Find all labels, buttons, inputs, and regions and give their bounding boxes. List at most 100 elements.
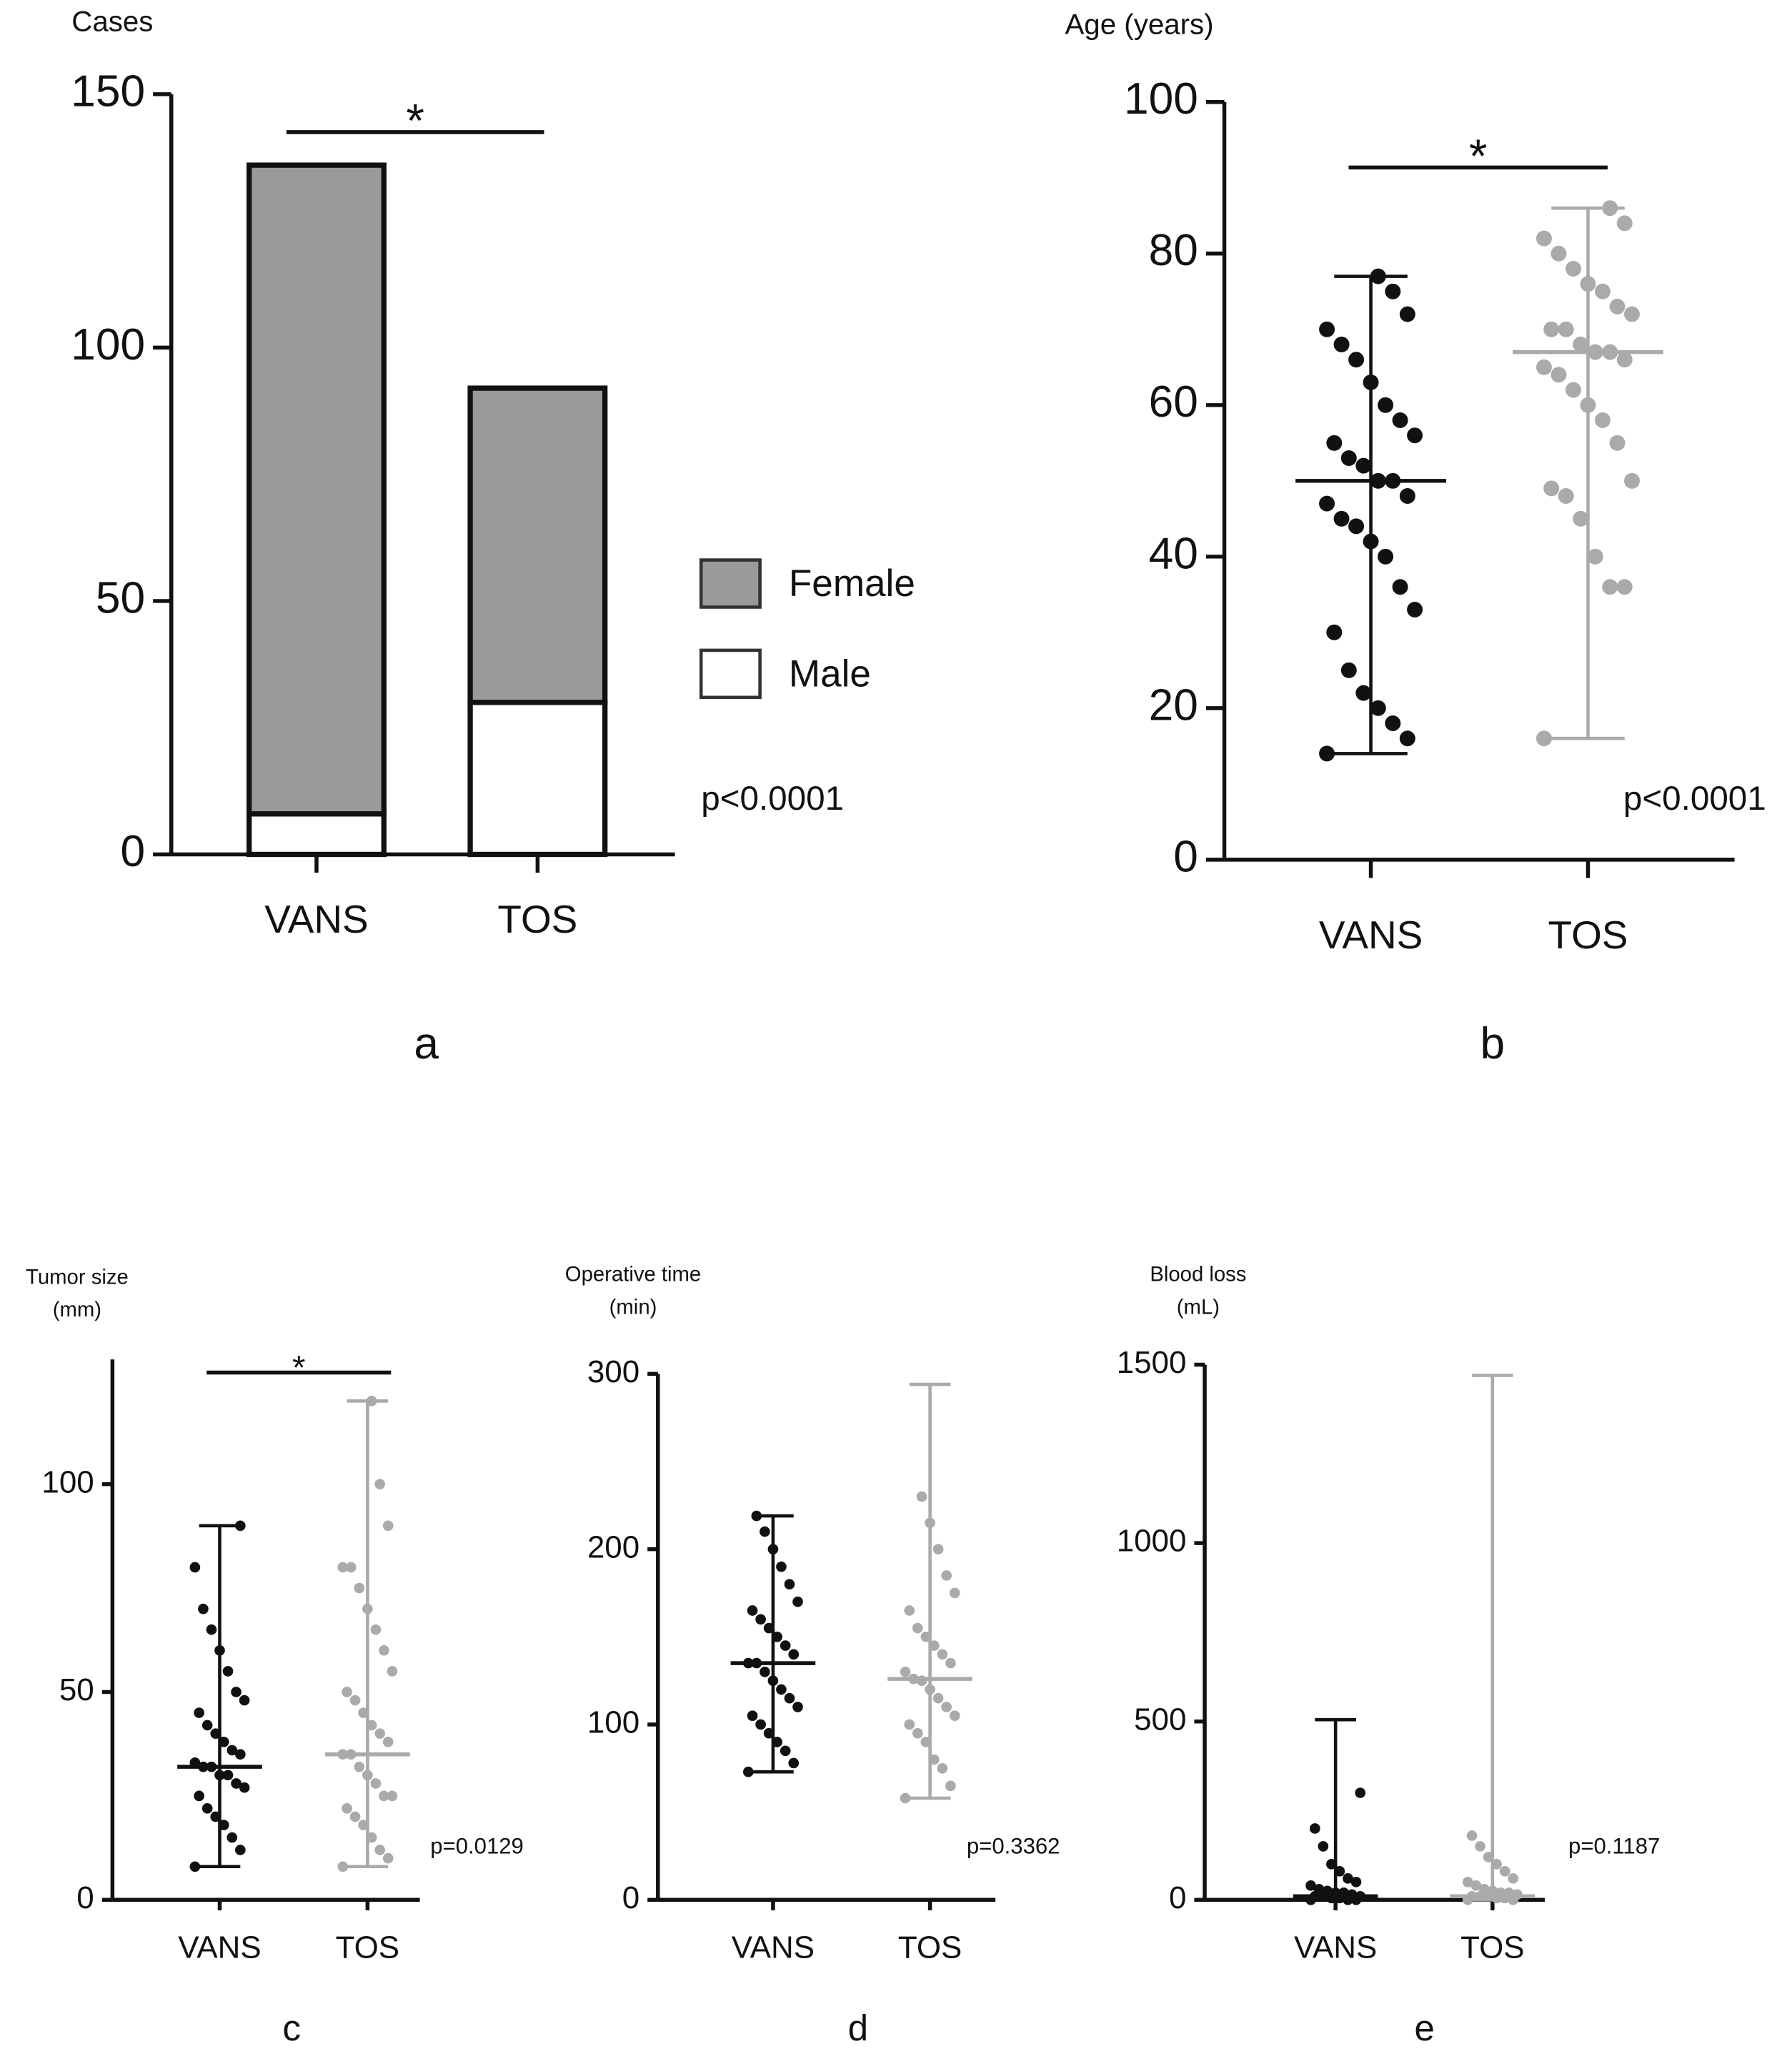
data-point — [379, 1644, 389, 1656]
data-point — [1378, 397, 1394, 413]
data-point — [1624, 306, 1640, 322]
data-point — [222, 1770, 234, 1781]
data-point — [234, 1845, 246, 1855]
data-point — [370, 1624, 382, 1635]
x-tick-label: TOS — [336, 1930, 399, 1965]
y-tick-label: 80 — [1149, 226, 1198, 275]
x-tick-label: VANS — [1319, 913, 1423, 957]
data-point — [198, 1603, 209, 1614]
data-point — [387, 1790, 398, 1802]
data-point — [1587, 548, 1603, 565]
y-tick-label: 50 — [59, 1672, 94, 1707]
x-tick-label: TOS — [898, 1930, 962, 1965]
y-tick-label: 60 — [1149, 377, 1198, 427]
data-point — [1550, 367, 1567, 383]
x-tick-label: TOS — [497, 897, 577, 941]
x-tick-label: VANS — [1294, 1930, 1377, 1965]
data-point — [1348, 352, 1365, 368]
data-point — [1385, 715, 1401, 732]
data-point — [1558, 488, 1574, 504]
data-point — [1543, 321, 1560, 337]
panel-label: c — [282, 2008, 301, 2048]
data-point — [760, 1667, 770, 1677]
data-point — [1340, 450, 1357, 466]
data-point — [1602, 579, 1618, 595]
data-point — [788, 1649, 800, 1660]
data-point — [949, 1587, 960, 1599]
data-point — [916, 1491, 927, 1502]
significance-star: * — [406, 94, 424, 147]
x-tick-label: TOS — [1548, 913, 1628, 957]
data-point — [1466, 1830, 1478, 1841]
bar-segment — [467, 700, 608, 858]
data-point — [1318, 1841, 1329, 1852]
data-point — [1535, 230, 1552, 247]
data-point — [1355, 685, 1372, 701]
data-point — [374, 1845, 385, 1855]
data-point — [780, 1640, 791, 1651]
significance-star: * — [1469, 129, 1488, 182]
data-point — [1508, 1873, 1518, 1884]
data-point — [747, 1605, 758, 1616]
data-point — [234, 1749, 246, 1760]
data-point — [1573, 510, 1589, 527]
data-point — [382, 1520, 394, 1532]
data-point — [937, 1649, 948, 1660]
data-point — [1550, 245, 1567, 262]
data-point — [747, 1710, 758, 1722]
data-point — [945, 1657, 956, 1669]
data-point — [1319, 321, 1335, 337]
data-point — [1616, 215, 1633, 232]
data-point — [382, 1736, 394, 1747]
data-point — [354, 1761, 365, 1772]
data-point — [784, 1579, 795, 1590]
data-point — [1565, 382, 1581, 398]
data-point — [206, 1624, 217, 1635]
data-point — [374, 1728, 385, 1739]
y-tick-label: 0 — [1173, 832, 1198, 881]
y-axis-title: Age (years) — [1065, 8, 1213, 40]
data-point — [349, 1695, 361, 1706]
p-value: p=0.1187 — [1568, 1833, 1660, 1858]
y-tick-label: 0 — [1169, 1880, 1186, 1915]
data-point — [1348, 518, 1365, 535]
y-tick-label: 300 — [587, 1354, 639, 1389]
data-point — [1595, 412, 1611, 428]
data-point — [1385, 283, 1401, 299]
data-point — [937, 1762, 948, 1774]
y-axis-title: (mL) — [1177, 1296, 1220, 1319]
legend-label: Male — [789, 653, 871, 695]
data-point — [1535, 359, 1552, 375]
data-point — [792, 1596, 803, 1607]
data-point — [1343, 1873, 1353, 1884]
data-point — [222, 1666, 234, 1677]
panel-label: b — [1480, 1019, 1505, 1068]
data-point — [932, 1544, 944, 1554]
y-tick-label: 0 — [622, 1880, 639, 1915]
bar-segment — [467, 385, 608, 705]
data-point — [1407, 602, 1423, 617]
data-point — [227, 1745, 238, 1756]
y-tick-label: 40 — [1149, 529, 1198, 578]
data-point — [382, 1852, 394, 1864]
data-point — [1609, 435, 1626, 451]
data-point — [1313, 1883, 1325, 1895]
p-value: p=0.3362 — [967, 1833, 1060, 1858]
data-point — [239, 1782, 250, 1793]
data-point — [900, 1792, 911, 1804]
y-axis-title: (min) — [609, 1296, 657, 1319]
data-point — [904, 1719, 915, 1730]
y-tick-label: 150 — [71, 66, 145, 116]
data-point — [189, 1562, 201, 1573]
data-point — [1399, 488, 1415, 504]
y-tick-label: 20 — [1149, 680, 1198, 730]
y-tick-label: 50 — [96, 573, 145, 622]
data-point — [912, 1622, 923, 1634]
y-tick-label: 100 — [1124, 74, 1198, 124]
y-tick-label: 1500 — [1117, 1345, 1187, 1380]
data-point — [1616, 352, 1633, 368]
panel-label: d — [848, 2008, 869, 2048]
legend-label: Female — [789, 562, 915, 605]
data-point — [189, 1861, 201, 1872]
y-axis-title: Operative time — [565, 1263, 701, 1286]
